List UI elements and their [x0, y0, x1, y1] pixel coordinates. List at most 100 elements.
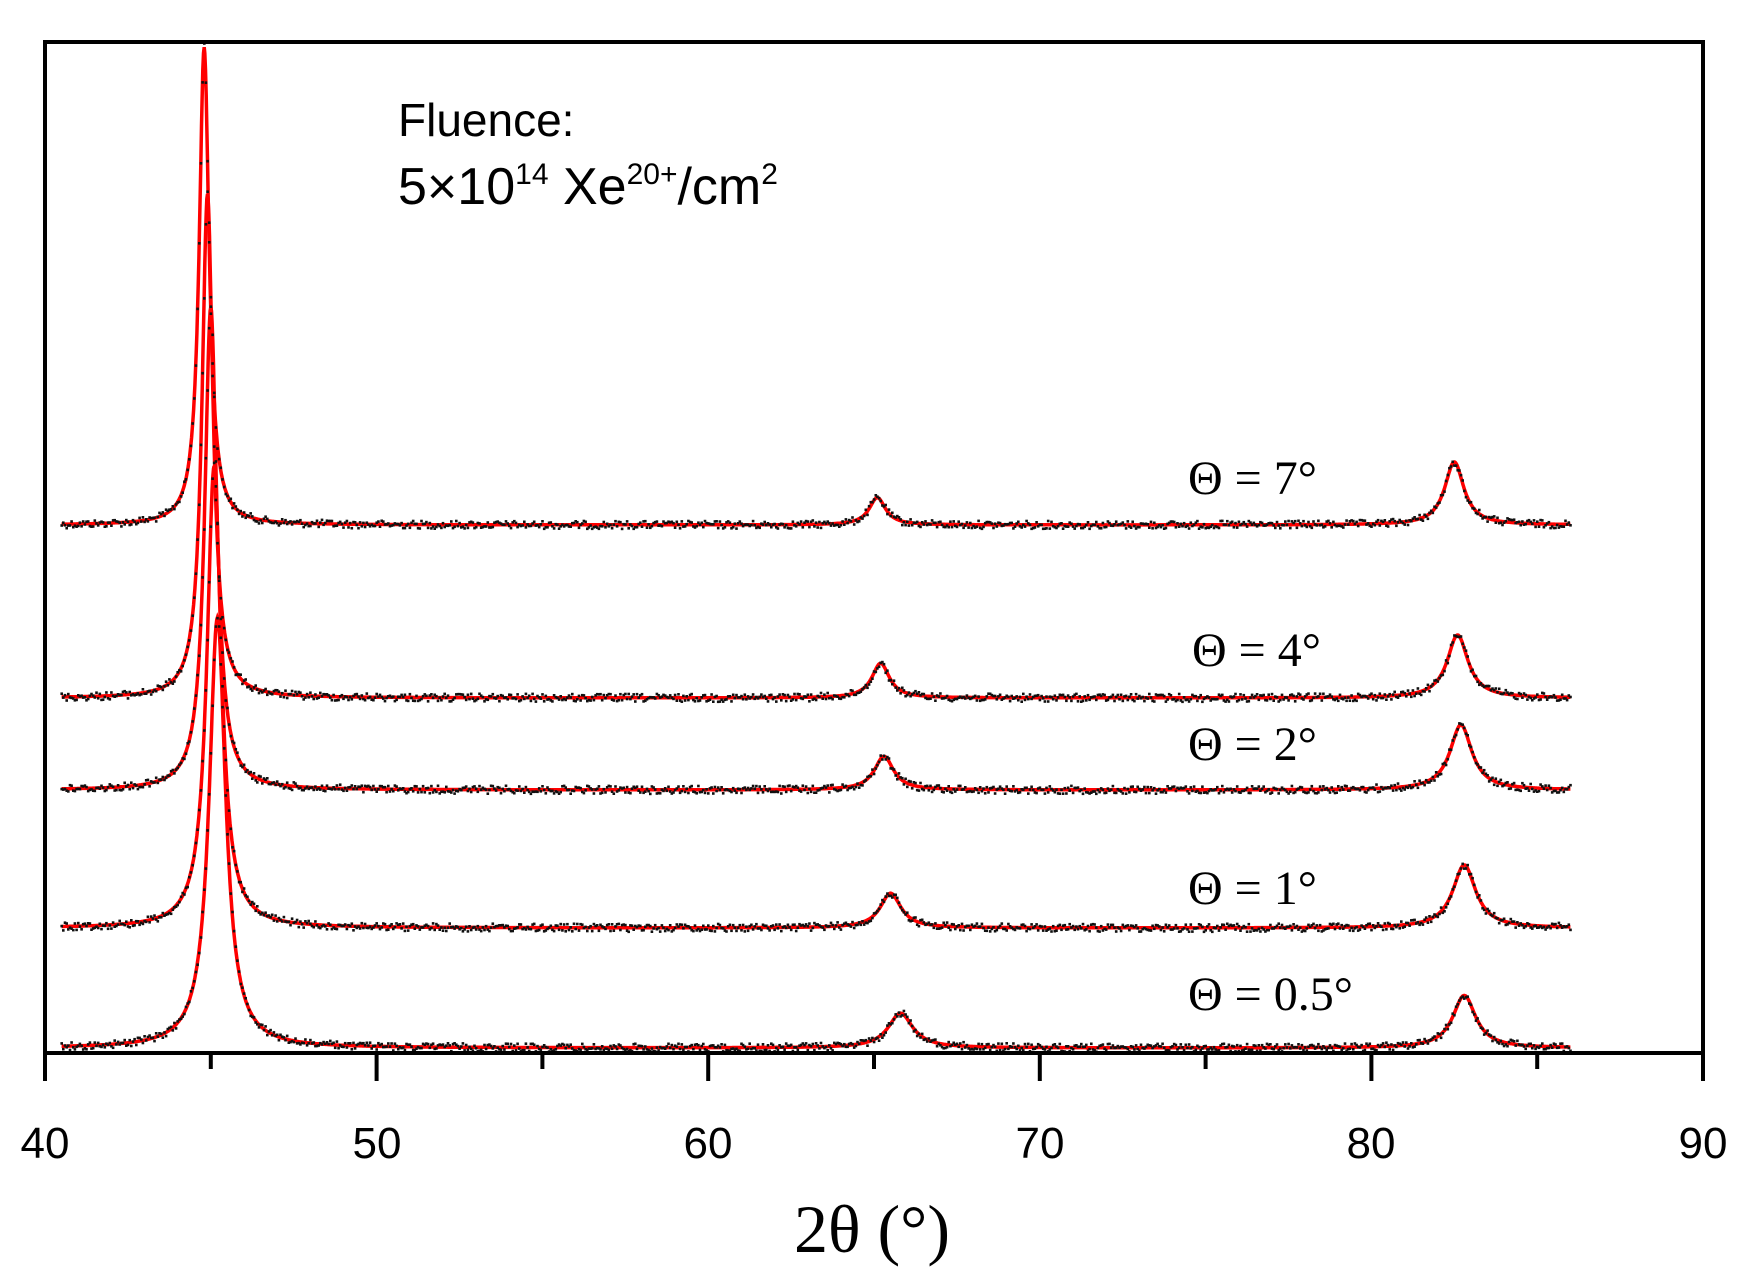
data-point	[241, 515, 244, 518]
data-point	[433, 928, 436, 932]
data-point	[1361, 925, 1365, 929]
data-point	[776, 527, 780, 530]
data-point	[1327, 927, 1330, 930]
data-point	[478, 692, 481, 696]
data-point	[317, 1044, 320, 1047]
data-point	[267, 520, 271, 523]
data-point	[562, 1043, 566, 1047]
data-point	[1431, 1036, 1435, 1040]
data-point	[1506, 1044, 1509, 1048]
data-point	[584, 697, 587, 700]
data-point	[464, 925, 468, 928]
data-point	[249, 903, 252, 906]
data-point	[833, 694, 836, 697]
data-point	[649, 695, 652, 699]
data-point	[302, 926, 305, 929]
data-point	[300, 923, 304, 926]
data-point	[861, 1039, 864, 1042]
data-point	[1527, 922, 1531, 926]
data-point	[1232, 695, 1236, 698]
data-point	[212, 445, 216, 448]
data-point	[892, 1018, 896, 1021]
data-point	[513, 791, 516, 795]
data-point	[86, 789, 90, 793]
data-point	[542, 1044, 546, 1047]
data-point	[949, 928, 952, 932]
data-point	[1242, 520, 1246, 524]
data-point	[959, 695, 962, 698]
data-point	[408, 692, 412, 696]
data-point	[1438, 676, 1441, 680]
data-point	[368, 695, 372, 699]
data-point	[1051, 1043, 1055, 1047]
data-point	[373, 524, 377, 528]
data-point	[876, 763, 879, 767]
data-point	[731, 525, 735, 529]
data-point	[809, 790, 813, 794]
data-point	[416, 526, 420, 530]
data-point	[392, 523, 395, 527]
data-point	[823, 1046, 826, 1050]
data-point	[564, 1047, 567, 1050]
data-point	[595, 692, 599, 696]
data-point	[416, 699, 420, 703]
data-point	[557, 928, 561, 932]
data-point	[1053, 929, 1057, 933]
data-point	[244, 997, 247, 1000]
data-point	[446, 926, 450, 930]
data-point	[668, 924, 672, 927]
data-point	[761, 791, 765, 794]
data-point	[128, 690, 131, 694]
data-point	[1080, 526, 1083, 530]
data-point	[67, 1044, 70, 1047]
data-point	[1458, 872, 1461, 875]
data-point	[1537, 525, 1541, 528]
data-point	[897, 901, 901, 904]
data-point	[277, 524, 281, 527]
data-point	[801, 784, 805, 787]
data-point	[1361, 785, 1365, 789]
data-point	[1287, 519, 1290, 523]
data-point	[1303, 524, 1307, 527]
data-point	[1534, 924, 1537, 927]
data-point	[1050, 1046, 1053, 1050]
data-point	[1473, 756, 1476, 759]
data-point	[397, 789, 400, 792]
data-point	[1502, 784, 1506, 787]
data-point	[1322, 692, 1325, 696]
data-point	[1423, 783, 1426, 787]
data-point	[1269, 923, 1272, 927]
data-point	[181, 1015, 184, 1018]
data-point	[564, 698, 567, 702]
data-point	[153, 914, 156, 917]
data-point	[1353, 926, 1357, 930]
data-point	[1252, 929, 1256, 932]
data-point	[489, 1044, 493, 1048]
data-point	[1085, 523, 1088, 527]
data-point	[1002, 927, 1005, 931]
data-point	[1046, 519, 1050, 523]
data-point	[511, 697, 514, 700]
data-point	[1129, 1045, 1133, 1048]
data-point	[1282, 1046, 1285, 1050]
data-point	[1025, 786, 1028, 790]
data-point	[1496, 516, 1499, 520]
data-point	[1285, 696, 1289, 699]
data-point	[886, 892, 889, 895]
data-point	[125, 785, 128, 788]
data-point	[1396, 696, 1400, 699]
data-point	[660, 1047, 664, 1050]
data-point	[85, 699, 88, 702]
data-point	[688, 693, 692, 697]
data-point	[148, 516, 151, 519]
data-point	[539, 697, 543, 700]
data-point	[1172, 927, 1176, 930]
data-point	[1297, 692, 1300, 695]
data-point	[1177, 525, 1181, 528]
data-point	[713, 930, 717, 933]
data-point	[1093, 1049, 1096, 1052]
data-point	[62, 1047, 65, 1051]
data-point	[569, 696, 572, 699]
data-point	[280, 1035, 284, 1038]
data-point	[542, 527, 546, 531]
